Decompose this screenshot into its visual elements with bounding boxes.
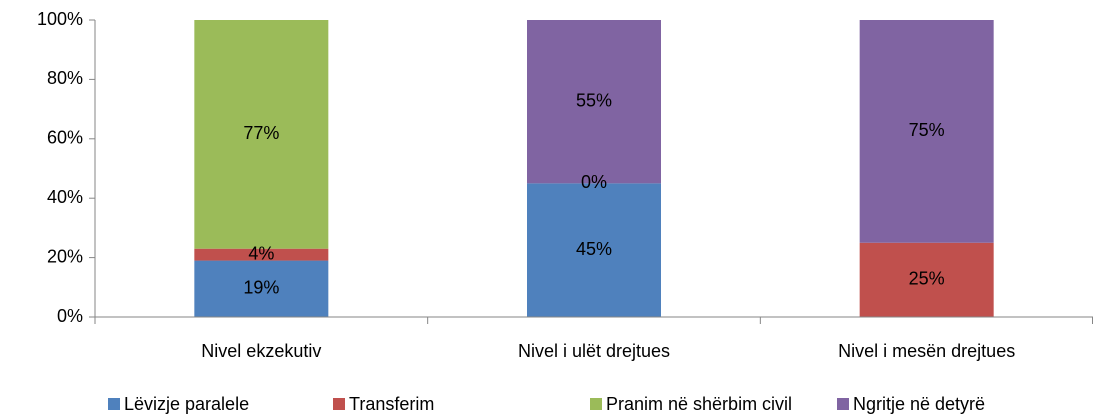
bar-segment — [527, 183, 661, 317]
y-tick-label: 80% — [47, 68, 83, 88]
x-tick-label: Nivel i ulët drejtues — [518, 341, 670, 361]
y-tick-label: 40% — [47, 187, 83, 207]
bar-segment — [194, 260, 329, 317]
x-tick-label: Nivel ekzekutiv — [201, 341, 321, 361]
value-label: 19% — [243, 278, 279, 298]
bar-segment — [859, 242, 994, 317]
y-tick-label: 0% — [57, 306, 83, 326]
legend-label: Transferim — [349, 394, 434, 414]
bar-segment — [194, 248, 329, 261]
y-tick-label: 60% — [47, 128, 83, 148]
bar-segment — [527, 20, 661, 184]
value-label: 4% — [248, 243, 274, 263]
bar-segment — [194, 20, 329, 249]
legend-swatch — [837, 398, 849, 410]
legend-swatch — [333, 398, 345, 410]
value-label: 77% — [243, 123, 279, 143]
y-tick-label: 100% — [37, 9, 83, 29]
x-tick-label: Nivel i mesën drejtues — [838, 341, 1015, 361]
value-label: 75% — [909, 120, 945, 140]
legend-label: Ngritje në detyrë — [853, 394, 985, 414]
value-label: 0% — [581, 172, 607, 192]
legend-swatch — [108, 398, 120, 410]
legend-label: Lëvizje paralele — [124, 394, 249, 414]
y-tick-label: 20% — [47, 246, 83, 266]
value-label: 25% — [909, 269, 945, 289]
value-label: 55% — [576, 90, 612, 110]
legend-swatch — [590, 398, 602, 410]
legend-label: Pranim në shërbim civil — [606, 394, 792, 414]
bar-segment — [859, 20, 994, 243]
value-label: 45% — [576, 239, 612, 259]
